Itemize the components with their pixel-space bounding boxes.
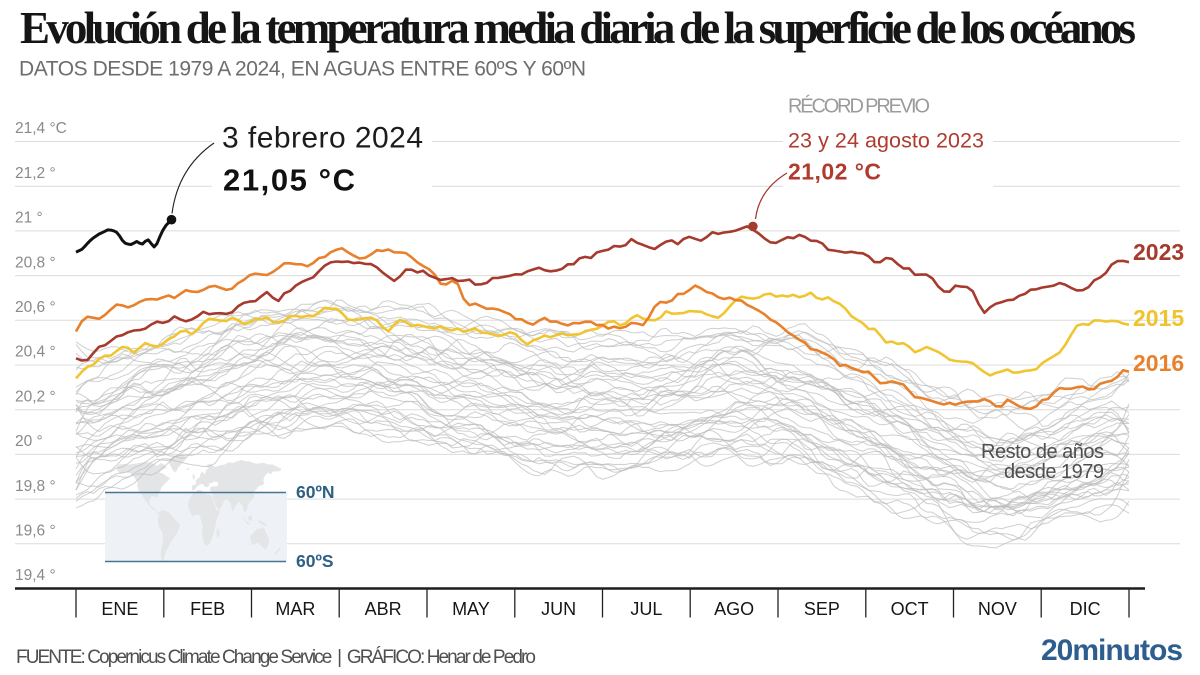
svg-text:60ºN: 60ºN bbox=[296, 482, 335, 502]
svg-text:Evolución de la temperatura me: Evolución de la temperatura media diaria… bbox=[20, 3, 1136, 53]
svg-text:19,6 °: 19,6 ° bbox=[15, 523, 56, 540]
svg-text:3 febrero 2024: 3 febrero 2024 bbox=[222, 122, 423, 155]
svg-text:ENE: ENE bbox=[101, 599, 138, 619]
svg-text:23 y 24 agosto 2023: 23 y 24 agosto 2023 bbox=[788, 129, 984, 153]
svg-text:OCT: OCT bbox=[891, 599, 929, 619]
svg-text:21,05 °C: 21,05 °C bbox=[223, 163, 355, 198]
svg-text:20,8 °: 20,8 ° bbox=[15, 254, 56, 271]
svg-text:21,4 °C: 21,4 °C bbox=[15, 120, 67, 137]
svg-text:DIC: DIC bbox=[1070, 599, 1101, 619]
svg-text:ABR: ABR bbox=[365, 599, 402, 619]
svg-text:SEP: SEP bbox=[804, 599, 840, 619]
svg-text:20,2 °: 20,2 ° bbox=[15, 388, 56, 405]
svg-text:RÉCORD PREVIO: RÉCORD PREVIO bbox=[788, 95, 930, 118]
svg-text:19,4 °: 19,4 ° bbox=[15, 567, 56, 584]
svg-text:19,8 °: 19,8 ° bbox=[15, 478, 56, 495]
svg-text:MAR: MAR bbox=[275, 599, 315, 619]
svg-text:20minutos: 20minutos bbox=[1041, 634, 1183, 667]
svg-text:20,4 °: 20,4 ° bbox=[15, 344, 56, 361]
svg-text:60ºS: 60ºS bbox=[296, 551, 334, 571]
svg-text:desde 1979: desde 1979 bbox=[1004, 461, 1104, 483]
svg-text:2015: 2015 bbox=[1133, 305, 1184, 331]
svg-text:21,02 °C: 21,02 °C bbox=[788, 159, 881, 185]
svg-text:FEB: FEB bbox=[190, 599, 225, 619]
svg-text:NOV: NOV bbox=[978, 599, 1017, 619]
svg-text:20 °: 20 ° bbox=[15, 433, 43, 450]
svg-text:JUN: JUN bbox=[541, 599, 576, 619]
svg-text:2016: 2016 bbox=[1133, 350, 1184, 376]
svg-text:2023: 2023 bbox=[1133, 239, 1184, 265]
svg-text:MAY: MAY bbox=[452, 599, 490, 619]
svg-text:AGO: AGO bbox=[714, 599, 754, 619]
svg-text:FUENTE: Copernicus Climate Cha: FUENTE: Copernicus Climate Change Servic… bbox=[16, 647, 536, 668]
svg-text:20,6 °: 20,6 ° bbox=[15, 299, 56, 316]
svg-text:Resto de años: Resto de años bbox=[981, 441, 1104, 463]
svg-text:DATOS DESDE 1979 A 2024, EN AG: DATOS DESDE 1979 A 2024, EN AGUAS ENTRE … bbox=[19, 58, 586, 81]
svg-text:21,2 °: 21,2 ° bbox=[15, 165, 56, 182]
svg-text:21 °: 21 ° bbox=[15, 210, 43, 227]
svg-text:JUL: JUL bbox=[630, 599, 662, 619]
